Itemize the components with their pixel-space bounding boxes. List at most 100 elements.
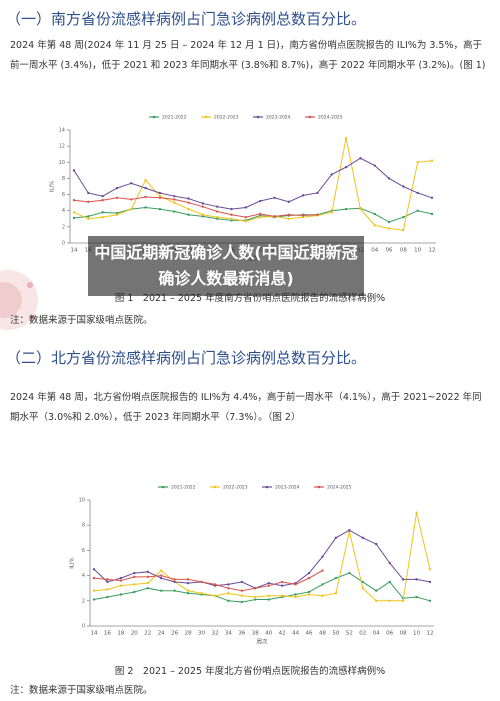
x-tick-label: 42	[279, 631, 286, 637]
data-point	[280, 580, 284, 584]
data-point	[133, 583, 136, 586]
data-point	[92, 598, 96, 601]
data-point	[144, 178, 147, 182]
y-tick-label: 12	[59, 144, 65, 150]
data-point	[227, 599, 230, 602]
x-tick-label: 06	[386, 248, 393, 254]
data-point	[186, 592, 190, 595]
x-axis-label: 周次	[256, 638, 268, 646]
data-point	[330, 173, 333, 176]
x-tick-label: 10	[414, 248, 421, 254]
data-point	[72, 169, 76, 172]
data-point	[401, 599, 405, 602]
series-line	[93, 529, 431, 589]
virus-decoration	[0, 282, 22, 318]
data-point	[144, 186, 147, 190]
data-point	[430, 196, 434, 199]
x-tick-label: 12	[429, 248, 436, 254]
legend-swatch	[204, 115, 208, 119]
x-tick-label: 48	[319, 631, 326, 637]
section-heading: （一）南方省份流感样病例占门急诊病例总数百分比。	[6, 10, 367, 28]
data-point	[146, 570, 149, 574]
data-point	[115, 196, 119, 199]
x-tick-label: 02	[359, 631, 366, 637]
y-tick-label: 4	[82, 573, 85, 579]
section-heading: （二）北方省份流感样病例占门急诊病例总数百分比。	[6, 349, 367, 367]
y-tick-label: 10	[59, 160, 65, 166]
data-point	[115, 213, 119, 216]
data-point	[173, 578, 176, 581]
y-axis-label: ILI%	[50, 181, 56, 193]
x-tick-label: 16	[104, 631, 111, 637]
paragraph: 2024 年第 48 周，北方省份哨点医院报告的 ILI%为 4.4%，高于前一…	[10, 392, 482, 423]
data-point	[387, 220, 391, 224]
data-point	[316, 191, 319, 195]
y-tick-label: 6	[62, 192, 65, 198]
x-tick-label: 04	[371, 248, 378, 254]
note: 注：数据来源于国家级哨点医院。	[10, 315, 153, 326]
y-axis-label: ILI%	[70, 557, 76, 569]
x-tick-label: 14	[71, 248, 78, 254]
data-point	[173, 589, 176, 592]
data-point	[416, 209, 419, 212]
data-point	[334, 592, 338, 595]
data-point	[133, 590, 136, 594]
data-point	[267, 598, 270, 601]
data-point	[201, 205, 205, 208]
data-point	[158, 191, 162, 195]
x-tick-label: 22	[144, 631, 151, 637]
data-point	[173, 198, 176, 201]
data-point	[401, 578, 405, 581]
data-point	[244, 220, 248, 223]
x-tick-label: 14	[91, 631, 98, 637]
data-point	[187, 207, 190, 211]
data-point	[402, 215, 405, 219]
data-point	[133, 571, 136, 575]
data-point	[307, 571, 311, 575]
x-tick-label: 30	[198, 631, 205, 637]
data-point	[348, 571, 351, 575]
data-point	[267, 594, 270, 597]
paragraph: 2024 年第 48 周(2024 年 11 月 25 日 – 2024 年 1…	[10, 40, 486, 71]
data-point	[187, 197, 190, 200]
legend-label: 2021-2022	[162, 115, 187, 121]
data-point	[240, 580, 244, 584]
data-point	[294, 583, 297, 586]
y-tick-label: 8	[62, 176, 65, 182]
legend-swatch	[317, 485, 321, 489]
data-point	[388, 599, 391, 602]
data-point	[227, 583, 230, 586]
data-point	[230, 213, 233, 216]
data-point	[375, 542, 378, 546]
x-tick-label: 46	[306, 631, 313, 637]
data-point	[146, 581, 149, 585]
data-point	[344, 136, 348, 140]
data-point	[294, 593, 297, 596]
data-point	[201, 202, 205, 205]
x-tick-label: 32	[211, 631, 218, 637]
data-point	[415, 595, 418, 599]
data-point	[173, 210, 176, 213]
data-point	[375, 599, 378, 602]
note: 注：数据来源于国家级哨点医院。	[10, 685, 153, 696]
x-tick-label: 28	[185, 631, 192, 637]
data-point	[92, 576, 96, 580]
data-point	[359, 157, 362, 160]
data-point	[428, 568, 432, 571]
data-point	[158, 207, 162, 211]
series-line	[73, 196, 318, 218]
data-point	[258, 212, 262, 216]
data-point	[200, 592, 203, 595]
series-line	[73, 137, 433, 231]
data-point	[373, 212, 376, 216]
series-line	[73, 157, 433, 210]
data-point	[144, 195, 147, 199]
virus-decoration	[27, 282, 33, 288]
data-point	[240, 594, 244, 597]
data-point	[106, 578, 109, 581]
x-tick-label: 12	[427, 631, 434, 637]
data-point	[213, 583, 217, 586]
decoration	[0, 270, 38, 330]
x-tick-label: 08	[400, 248, 407, 254]
